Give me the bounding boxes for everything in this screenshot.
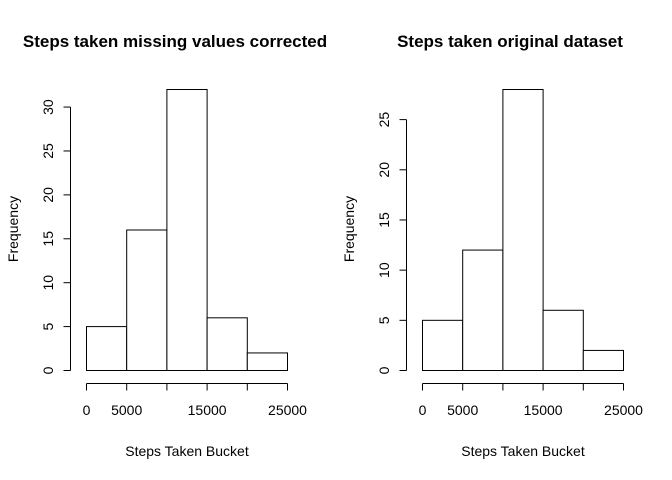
y-tick-label: 20: [40, 187, 56, 203]
x-tick-label: 0: [83, 402, 91, 418]
y-axis: 0 5 10 15 20 25 30: [40, 99, 71, 374]
y-axis-label: Frequency: [341, 196, 357, 262]
histogram-bar: [542, 309, 584, 371]
y-tick-label: 30: [40, 99, 56, 115]
chart-title: Steps taken original dataset: [397, 32, 623, 51]
x-tick-label: 15000: [188, 402, 227, 418]
x-axis: 0 5000 15000 25000: [83, 383, 307, 418]
chart-title: Steps taken missing values corrected: [23, 32, 327, 51]
x-tick-label: 25000: [268, 402, 307, 418]
x-axis: 0 5000 15000 25000: [419, 383, 643, 418]
x-axis-label: Steps Taken Bucket: [461, 443, 585, 459]
histogram-bar: [206, 317, 248, 371]
histogram-bar: [126, 229, 168, 371]
y-tick-label: 5: [376, 316, 392, 324]
histogram-bars: [86, 89, 289, 371]
x-axis-label: Steps Taken Bucket: [125, 443, 249, 459]
histogram-bar: [422, 319, 464, 372]
y-tick-label: 15: [376, 212, 392, 228]
y-tick-label: 25: [376, 112, 392, 128]
histogram-panel-corrected: Steps taken missing values corrected Fre…: [5, 32, 327, 459]
histogram-panel-original: Steps taken original dataset Frequency S…: [341, 32, 643, 459]
x-tick-label: 5000: [447, 402, 478, 418]
histogram-bar: [86, 326, 128, 371]
y-tick-label: 0: [376, 366, 392, 374]
x-tick-label: 25000: [604, 402, 643, 418]
y-tick-label: 5: [40, 322, 56, 330]
x-tick-label: 0: [419, 402, 427, 418]
y-tick-label: 10: [40, 275, 56, 291]
y-tick-label: 20: [376, 162, 392, 178]
y-axis: 0 5 10 15 20 25: [376, 112, 407, 374]
histogram-bar: [462, 249, 504, 371]
y-tick-label: 25: [40, 143, 56, 159]
histogram-bar: [502, 89, 544, 371]
y-tick-label: 15: [40, 231, 56, 247]
histogram-bar: [246, 352, 289, 371]
y-tick-label: 10: [376, 262, 392, 278]
y-tick-label: 0: [40, 366, 56, 374]
x-tick-label: 5000: [111, 402, 142, 418]
histogram-bars: [422, 89, 624, 372]
y-axis-label: Frequency: [5, 196, 21, 262]
histogram-bar: [582, 349, 624, 371]
histogram-bar: [166, 89, 208, 371]
x-tick-label: 15000: [524, 402, 563, 418]
